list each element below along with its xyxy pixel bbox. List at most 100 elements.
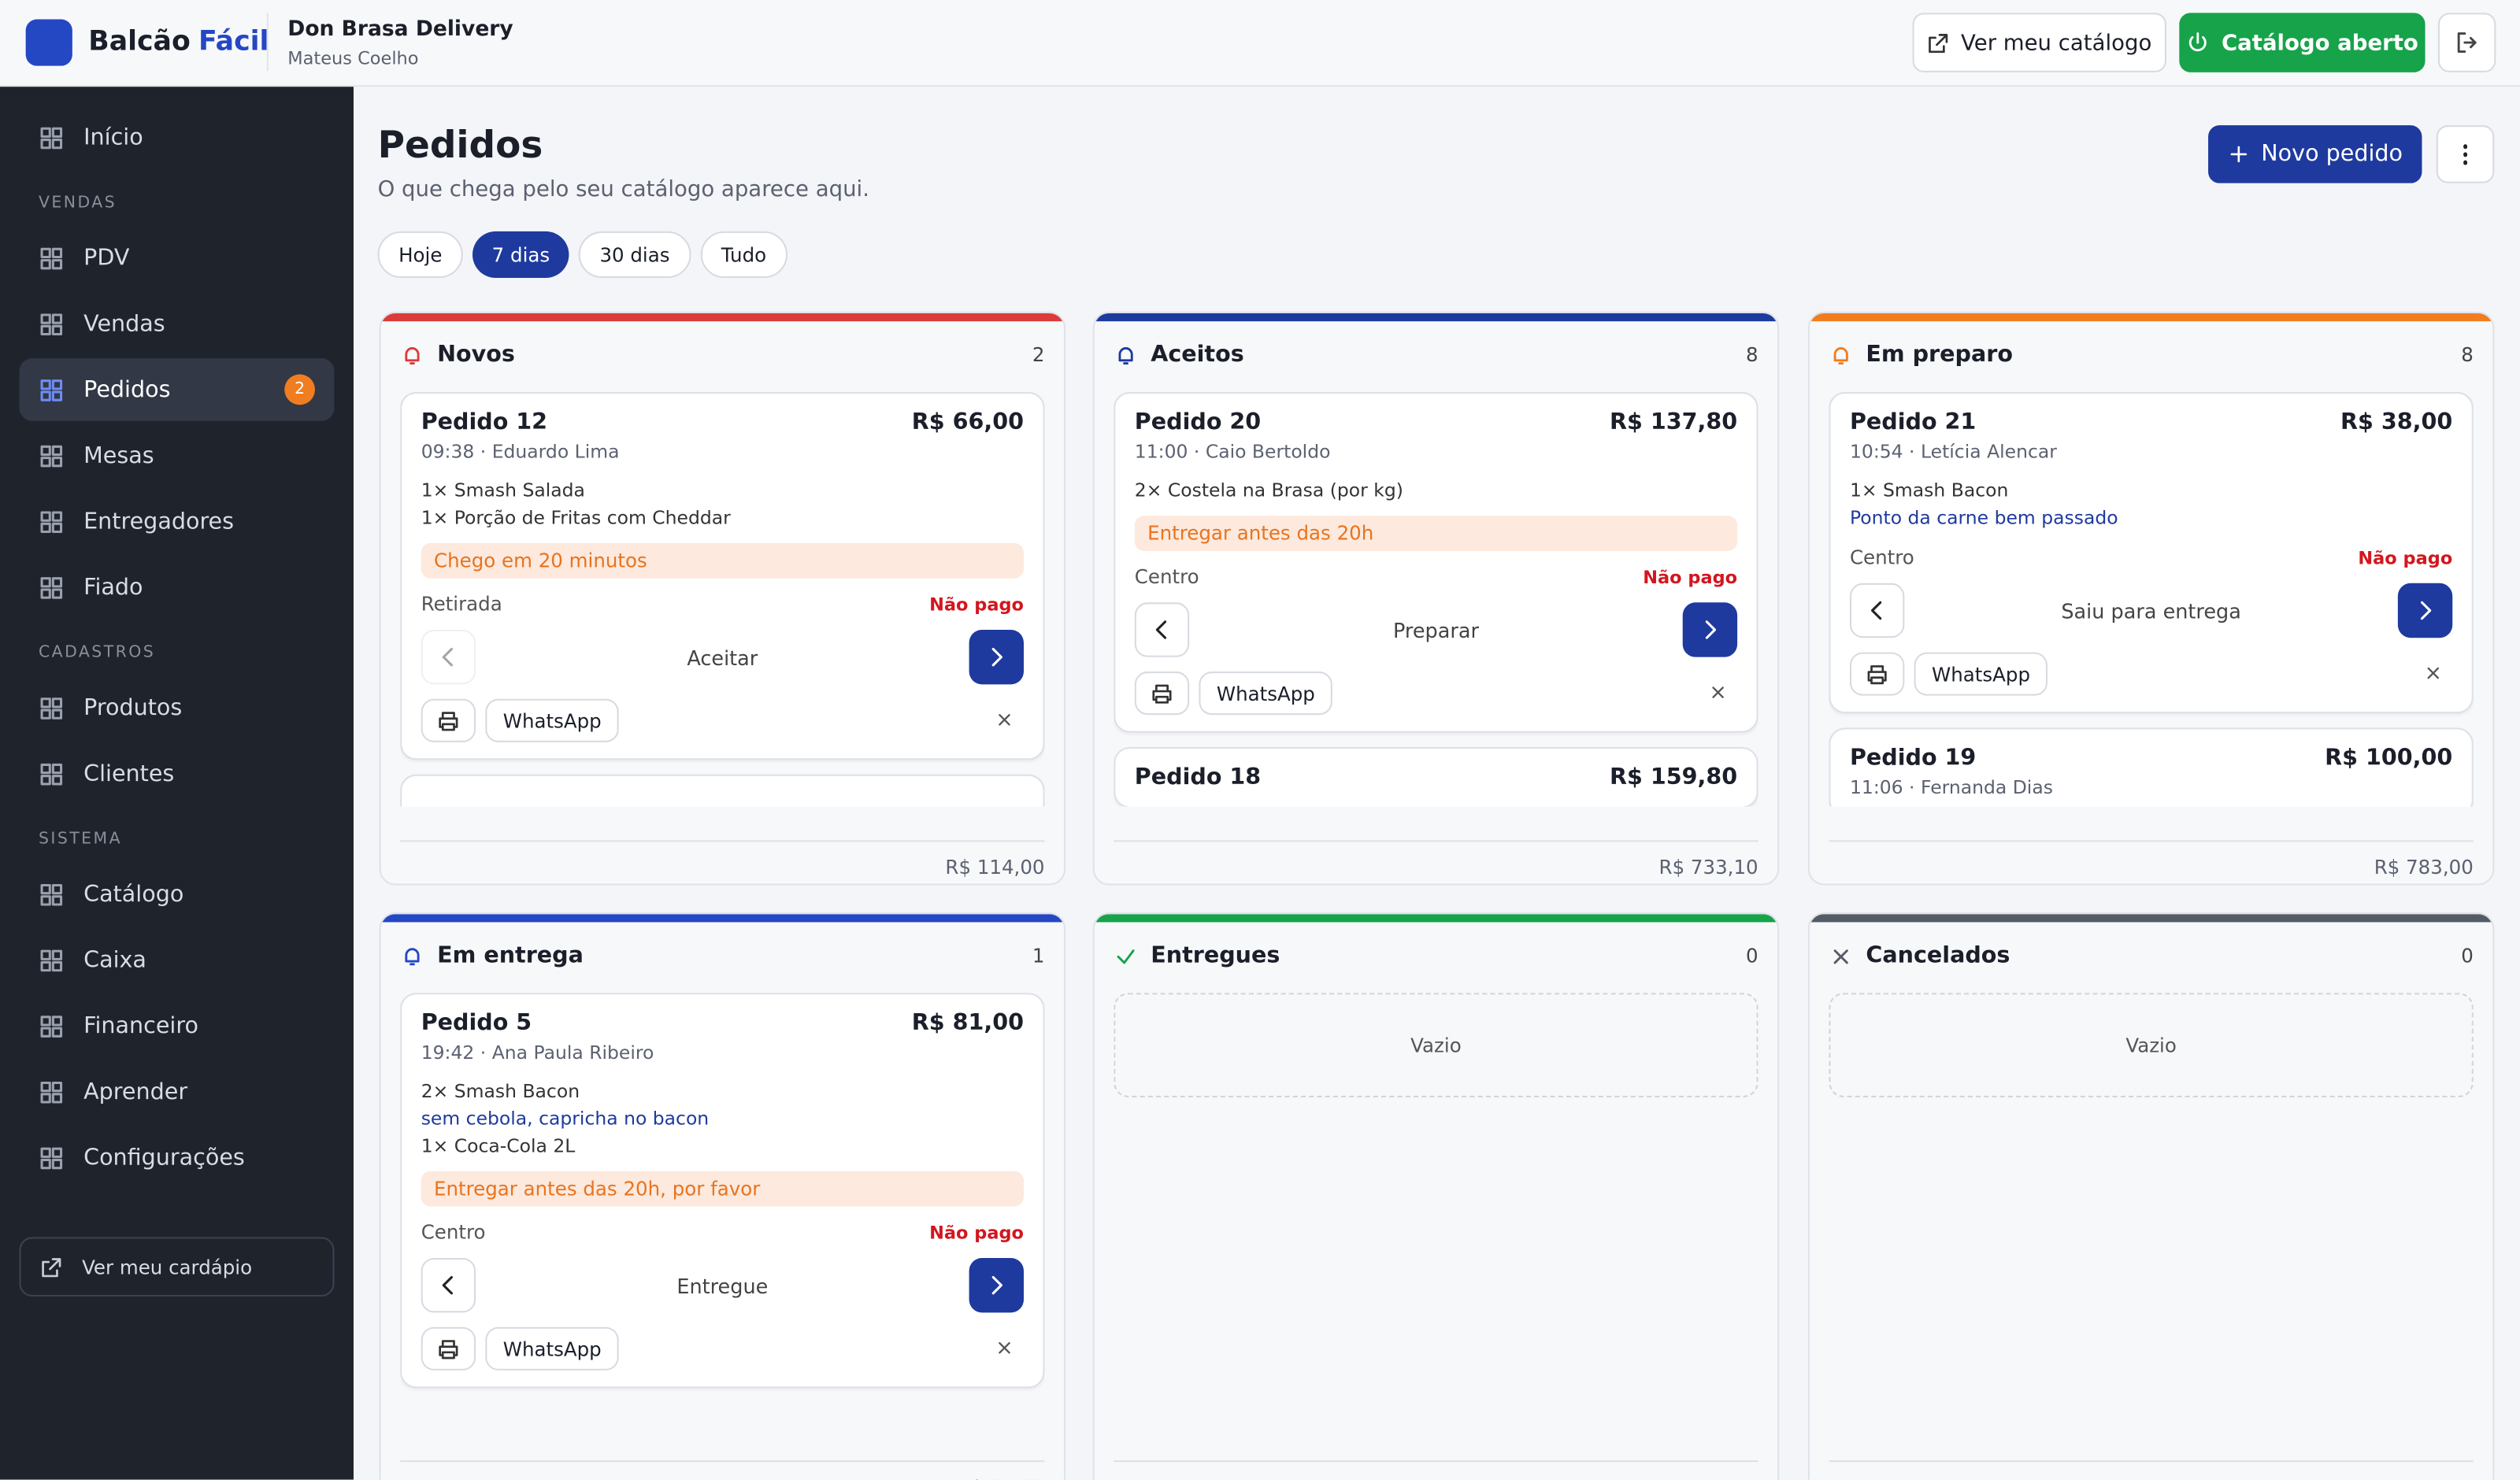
action-row: Entregue [421,1257,1024,1313]
icon [1118,346,1133,364]
new-order-button[interactable]: Novo pedido [2208,125,2422,183]
order-card[interactable]: Pedido 19 R$ 100,00 11:06 · Fernanda Dias [1829,727,2474,807]
icon [1152,683,1172,703]
filter-chip[interactable]: 30 dias [578,231,691,279]
item-line: 1× Porção de Fritas com Cheddar [421,505,731,529]
column-header: Aceitos 8 [1114,342,1758,368]
filter-chip[interactable]: 7 dias [472,231,569,279]
icon-path [1152,683,1172,703]
cancel-button[interactable] [995,705,1014,736]
order-items: 2× Costela na Brasa (por kg) [1135,477,1737,505]
brand-b: Fácil [198,25,269,58]
next-button[interactable] [2397,583,2453,638]
more-button[interactable] [2436,125,2495,183]
section-title: SISTEMA [38,831,123,849]
order-price: R$ 100,00 [2325,745,2453,771]
order-card[interactable] [400,774,1045,807]
next-button[interactable] [1682,602,1738,657]
nav-label: Clientes [83,760,175,786]
prev-button[interactable] [421,629,476,685]
nav-item[interactable]: Fiado [19,556,334,619]
icon-path [1705,620,1717,639]
item-line: 1× Coca-Cola 2L [421,1134,576,1157]
icon-path [40,444,63,467]
icon [439,1339,458,1359]
logout-button[interactable] [2437,13,2496,72]
icon-path [1118,346,1133,364]
icon [40,762,63,785]
order-status-row: Centro Não pago [1135,565,1737,588]
cancel-button[interactable] [1708,678,1727,709]
icon [1705,620,1717,639]
icon [1833,949,1848,964]
nav-label: Financeiro [83,1012,198,1039]
icon-path [1867,664,1887,684]
order-card[interactable]: Pedido 20 R$ 137,80 11:00 · Caio Bertoldo 2… [1114,391,1758,733]
nav-item[interactable]: PDV [19,227,334,290]
nav-item[interactable]: Configurações [19,1127,334,1190]
cancel-button[interactable] [2424,659,2443,690]
icon [40,510,63,533]
order-card[interactable]: Pedido 21 R$ 38,00 10:54 · Letícia Alencar… [1829,391,2474,714]
nav-label: Produtos [83,694,183,721]
nav-item[interactable]: Aprender [19,1060,334,1123]
whatsapp-button[interactable]: WhatsApp [485,1326,620,1371]
whatsapp-button[interactable]: WhatsApp [1914,652,2048,696]
label: Ver meu catálogo [1961,29,2152,56]
filter-chip[interactable]: Tudo [700,231,788,279]
nav-item[interactable]: Pedidos 2 [19,358,335,421]
icon-path [2230,146,2248,163]
icon [40,313,63,335]
nav-item[interactable]: Vendas [19,292,334,355]
print-button[interactable] [1849,652,1905,696]
next-button[interactable] [969,1257,1024,1313]
order-card[interactable]: Pedido 12 R$ 66,00 09:38 · Eduardo Lima 1× … [400,391,1045,760]
filter-chip[interactable]: Hoje [377,231,463,279]
icon [2420,601,2432,620]
whatsapp-button[interactable]: WhatsApp [1199,672,1333,716]
card-head: Pedido 5 R$ 81,00 [421,1011,1024,1037]
nav-item[interactable]: Financeiro [19,994,334,1057]
nav-item[interactable]: Catálogo [19,863,334,926]
nav-item[interactable]: Entregadores [19,490,334,553]
next-button[interactable] [969,629,1024,685]
nav-item[interactable]: Caixa [19,929,334,992]
print-button[interactable] [421,698,476,742]
prev-button[interactable] [1134,602,1190,657]
sidebar: Início VENDAS PDV Vendas Pedidos 2 Mesas Entreg… [0,87,354,1480]
column-footer [1114,1460,1758,1476]
tools-row: WhatsApp [1134,672,1737,716]
column-count: 0 [2461,944,2474,968]
whatsapp-button[interactable]: WhatsApp [485,698,620,742]
print-button[interactable] [1134,672,1190,716]
order-place: Centro [421,1221,486,1244]
order-price: R$ 159,80 [1610,764,1738,791]
nav-item[interactable]: Clientes [19,742,334,805]
icon-path [40,379,63,401]
prev-button[interactable] [1849,583,1905,638]
item-line: 2× Smash Bacon [421,1079,580,1102]
column-footer [1829,1460,2474,1476]
icon-path [40,1146,63,1169]
cancel-button[interactable] [995,1334,1014,1364]
icon [40,576,63,598]
nav-item[interactable]: Produtos [19,676,334,739]
icon [405,346,420,364]
column-header: Cancelados 0 [1829,943,2474,969]
order-card[interactable]: Pedido 18 R$ 159,80 [1114,746,1758,807]
order-card[interactable]: Pedido 5 R$ 81,00 19:42 · Ana Paula Ribeir… [400,993,1045,1389]
icon-path [1833,949,1848,964]
icon-path [2420,601,2432,620]
menu-button[interactable]: Ver meu cardápio [19,1237,335,1297]
icon [1155,620,1167,639]
catalog-button[interactable]: Ver meu catálogo [1912,13,2166,72]
open-button[interactable]: Catálogo aberto [2179,13,2426,72]
label: Catálogo aberto [2221,29,2418,56]
nav-item[interactable]: Mesas [19,424,334,487]
print-button[interactable] [421,1326,476,1371]
order-meta: 11:00 · Caio Bertoldo [1134,440,1331,463]
prev-button[interactable] [421,1257,476,1313]
nav-item[interactable]: Início [19,106,334,169]
icon-path [40,1015,63,1037]
icon [1867,664,1887,684]
